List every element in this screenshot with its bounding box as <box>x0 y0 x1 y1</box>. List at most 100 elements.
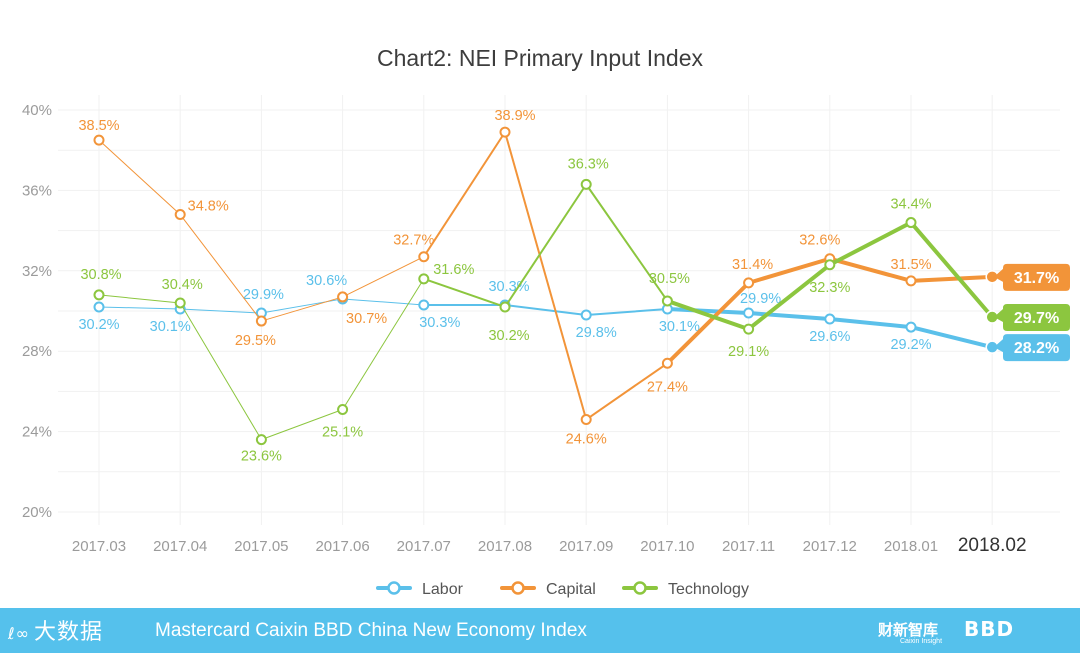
legend-swatch-marker <box>387 581 401 595</box>
legend-label: Labor <box>422 581 464 598</box>
data-label: 30.5% <box>649 271 690 287</box>
y-tick-label: 20% <box>22 504 52 521</box>
series-segment <box>98 294 181 304</box>
series-segment <box>342 256 425 298</box>
data-label: 36.3% <box>568 156 609 172</box>
data-label: 30.4% <box>162 277 203 293</box>
x-tick-label: 2017.04 <box>153 538 207 555</box>
series-segment <box>179 302 262 441</box>
value-badge <box>994 304 1070 332</box>
chart-title: Chart2: NEI Primary Input Index <box>377 45 703 71</box>
data-point <box>93 134 105 146</box>
series-capital: 38.5% 34.8% 29.5% 30.7% 32.7% 38.9% 24.6% 27.4%… <box>78 108 1070 448</box>
series-technology: 30.8% 30.4% 23.6% 25.1% 31.6% 30.2% 36.3% 30.5%… <box>80 156 1070 465</box>
x-tick-label: 2017.08 <box>478 538 532 555</box>
x-axis: 2017.03 2017.04 2017.05 2017.06 2017.07 2017.… <box>72 535 1027 556</box>
series-layer: 30.2% 30.1% 29.9% 30.6% 30.3% 30.3% 29.8% 30.1%… <box>78 108 1070 465</box>
caixin-insight-logo: 财新智库 <box>878 621 939 639</box>
data-point <box>580 414 592 426</box>
data-point <box>93 301 105 313</box>
footer-banner: ℓ∞ 大数据 Mastercard Caixin BBD China New Ec… <box>0 608 1080 653</box>
caixin-insight-subtitle: Caixin Insight <box>900 638 943 645</box>
data-point <box>905 275 917 287</box>
data-label: 30.3% <box>488 279 529 295</box>
data-label: 30.3% <box>419 315 460 331</box>
series-segment <box>422 277 506 308</box>
series-segment <box>827 317 913 330</box>
data-point <box>824 313 836 325</box>
series-segment <box>342 278 425 410</box>
bigdata-logo: ℓ∞ 大数据 <box>8 614 103 646</box>
data-point <box>905 217 917 229</box>
value-badge <box>994 334 1070 362</box>
footer-title: Mastercard Caixin BBD China New Economy … <box>155 620 587 641</box>
bbd-logo: BBD <box>964 617 1015 641</box>
series-segment <box>827 256 913 283</box>
series-segment <box>909 325 995 350</box>
data-label: 30.7% <box>346 311 387 327</box>
series-segment <box>746 256 832 285</box>
series-segment <box>665 280 751 366</box>
series-segment <box>98 139 181 216</box>
data-point <box>499 301 511 313</box>
data-point <box>337 403 349 415</box>
y-tick-label: 36% <box>22 182 52 199</box>
data-label: 24.6% <box>566 432 607 448</box>
x-tick-label: 2018.01 <box>884 538 938 555</box>
data-point <box>337 291 349 303</box>
data-label: 31.4% <box>732 257 773 273</box>
x-tick-label: 2017.10 <box>640 538 694 555</box>
value-badge <box>994 263 1070 291</box>
y-tick-label: 28% <box>22 343 52 360</box>
series-segment <box>260 408 344 441</box>
series-segment <box>504 131 588 421</box>
x-tick-label: 2017.09 <box>559 538 613 555</box>
legend-item-labor[interactable]: Labor <box>376 581 464 598</box>
data-label: 32.7% <box>393 233 434 249</box>
data-label: 29.9% <box>243 287 284 303</box>
x-tick-label: 2018.02 <box>958 535 1027 556</box>
data-point <box>418 273 430 285</box>
data-label: 30.8% <box>80 267 121 283</box>
data-point <box>905 321 917 333</box>
series-segment <box>504 183 588 308</box>
data-point <box>824 259 836 271</box>
series-segment <box>665 298 751 332</box>
legend-item-capital[interactable]: Capital <box>500 581 596 598</box>
data-label: 29.6% <box>809 329 850 345</box>
data-point <box>661 295 673 307</box>
series-segment <box>746 262 832 332</box>
bigdata-logo-text: 大数据 <box>33 620 103 645</box>
data-label: 38.5% <box>78 118 119 134</box>
data-point <box>580 178 592 190</box>
legend-item-technology[interactable]: Technology <box>622 581 749 598</box>
x-tick-label: 2017.07 <box>397 538 451 555</box>
y-axis: 40% 36% 32% 28% 24% 20% <box>22 102 52 521</box>
data-point <box>93 289 105 301</box>
series-segment <box>585 307 669 317</box>
data-point <box>418 251 430 263</box>
series-segment <box>98 306 181 310</box>
data-label: 38.9% <box>494 108 535 124</box>
data-label: 30.1% <box>150 319 191 335</box>
value-badge-label: 28.2% <box>1014 340 1059 357</box>
value-badge-label: 29.7% <box>1014 310 1059 327</box>
legend: Labor Capital Technology <box>376 581 749 598</box>
data-label: 30.2% <box>78 317 119 333</box>
data-label: 29.1% <box>728 344 769 360</box>
data-label: 29.8% <box>576 325 617 341</box>
data-point <box>255 315 267 327</box>
data-point <box>174 297 186 309</box>
series-segment <box>422 131 506 258</box>
series-segment <box>909 220 995 320</box>
legend-swatch-marker <box>511 581 525 595</box>
data-point <box>418 299 430 311</box>
data-label: 25.1% <box>322 424 363 440</box>
x-tick-label: 2017.12 <box>803 538 857 555</box>
data-label: 30.1% <box>659 319 700 335</box>
data-point <box>499 126 511 138</box>
series-segment <box>665 306 751 316</box>
series-segment <box>504 303 588 317</box>
y-tick-label: 40% <box>22 102 52 119</box>
data-label: 34.8% <box>188 199 229 215</box>
